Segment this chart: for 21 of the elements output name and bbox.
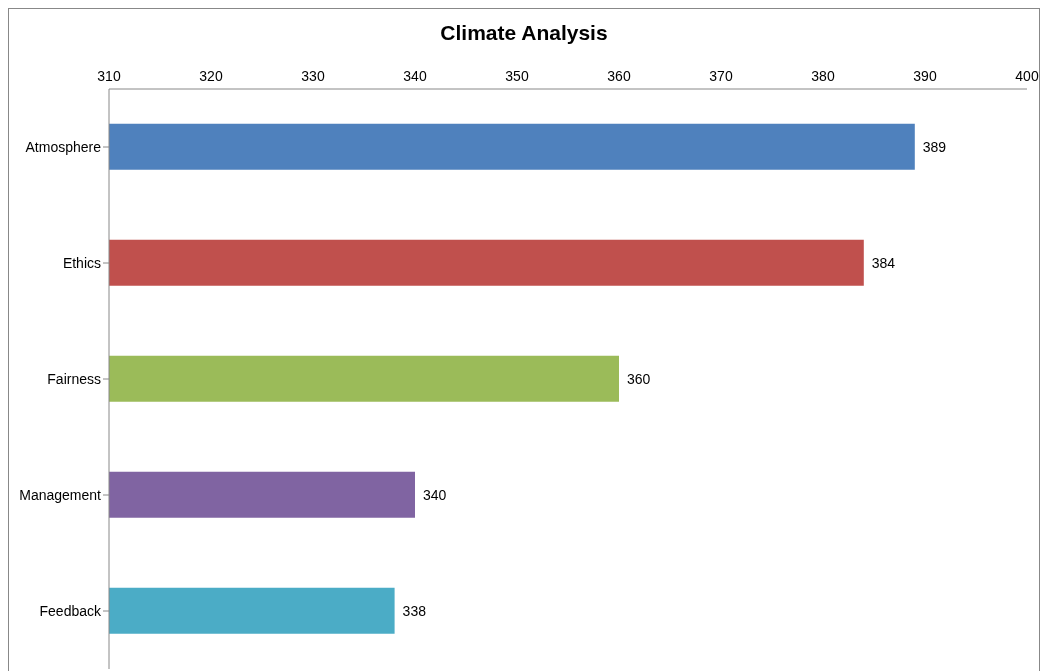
data-label: 384 — [871, 254, 896, 271]
y-tick-label: Fairness — [47, 370, 101, 387]
chart-title: Climate Analysis — [439, 20, 609, 46]
data-label: 360 — [627, 370, 651, 387]
x-tick-label: 400 — [1015, 68, 1039, 84]
y-tick-label: Feedback — [39, 602, 102, 619]
x-tick-label: 310 — [97, 68, 121, 84]
y-tick-label: Ethics — [62, 254, 101, 271]
x-tick-label: 360 — [607, 68, 631, 84]
x-tick-label: 340 — [403, 68, 427, 84]
data-label: 340 — [423, 486, 447, 503]
y-tick-label: Management — [19, 486, 102, 503]
x-tick-label: 380 — [811, 68, 835, 84]
x-tick-label: 320 — [199, 68, 223, 84]
y-tick-label: Atmosphere — [25, 138, 102, 155]
data-label: 389 — [922, 138, 947, 155]
data-label: 338 — [402, 602, 427, 619]
x-tick-label: 330 — [301, 68, 325, 84]
x-tick-label: 350 — [505, 68, 529, 84]
x-tick-label: 390 — [913, 68, 937, 84]
x-tick-label: 370 — [709, 68, 733, 84]
